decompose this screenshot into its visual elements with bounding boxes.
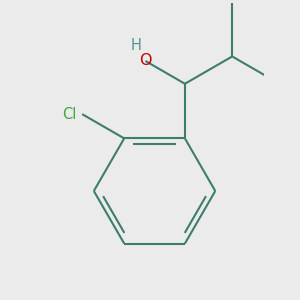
Text: H: H [131, 38, 142, 53]
Text: O: O [139, 53, 152, 68]
Text: Cl: Cl [62, 106, 76, 122]
